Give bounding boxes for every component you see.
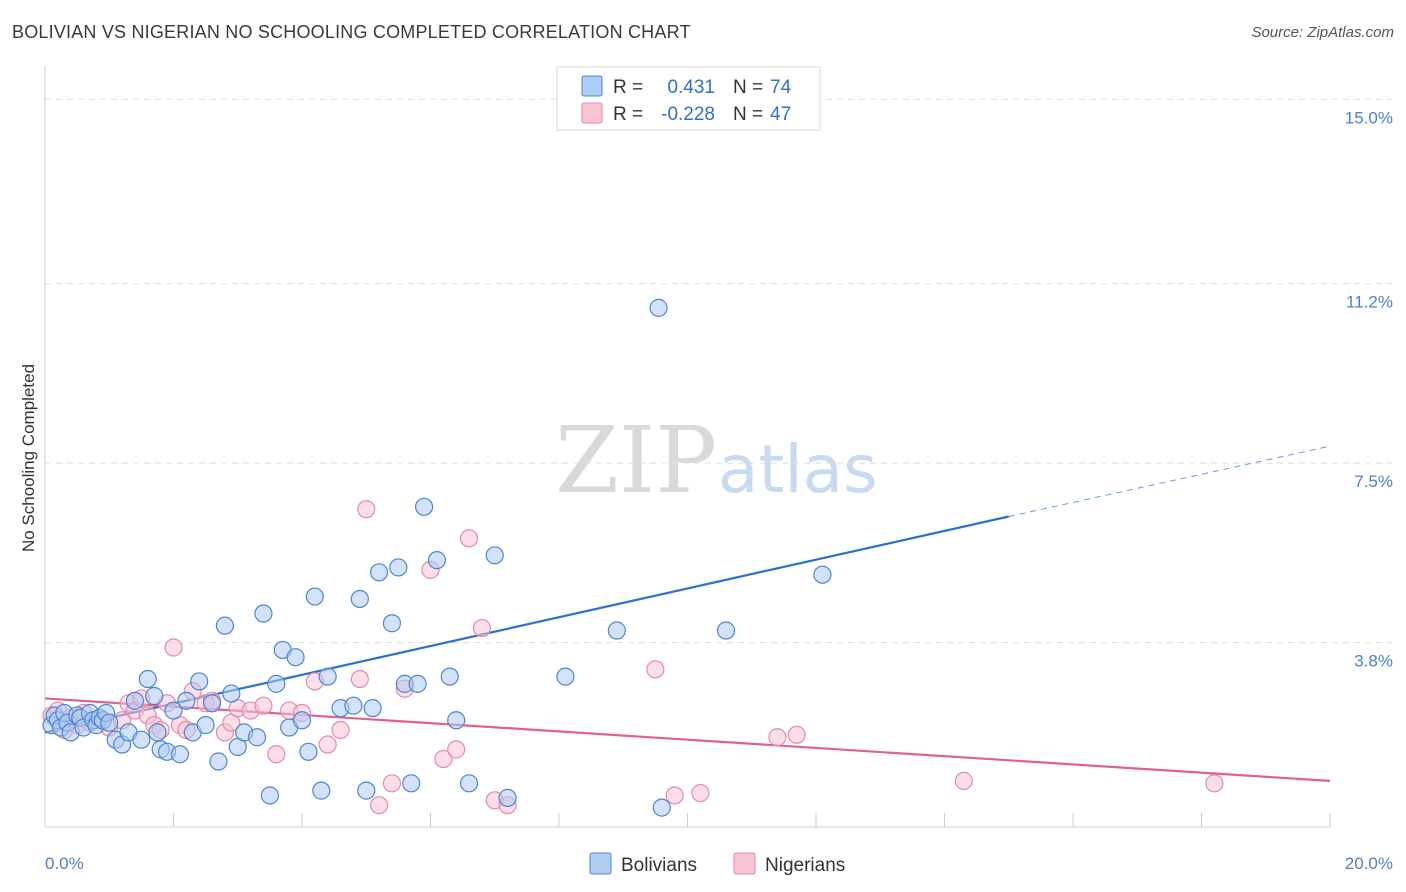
bolivian-point (170, 745, 190, 764)
bolivian-point (318, 667, 337, 686)
bolivian-point (292, 711, 312, 730)
legend-n-value-2: 47 (770, 104, 791, 125)
y-tick-label: 3.8% (1354, 652, 1393, 671)
bolivian-point (370, 563, 389, 582)
nigerian-point (665, 786, 684, 805)
nigerian-point (787, 725, 806, 744)
bolivian-point (299, 742, 318, 761)
watermark-atlas: atlas (718, 431, 878, 508)
gridlines (45, 98, 1392, 644)
nigerian-point (447, 740, 466, 759)
nigerian-point (370, 796, 389, 815)
bolivians-trend-extension (1008, 445, 1331, 517)
x-tick-label-max: 20.0% (1345, 854, 1393, 873)
bottom-legend-swatch-bolivians (589, 852, 612, 875)
bolivian-point (100, 713, 119, 732)
legend-n-value-1: 74 (770, 77, 792, 98)
y-axis-label: No Schooling Completed (19, 364, 38, 552)
legend-n-label-1: N = (733, 77, 763, 98)
nigerian-point (646, 660, 665, 679)
legend-r-label-1: R = (613, 77, 643, 98)
bolivian-point (408, 674, 427, 693)
nigerian-point (1205, 774, 1224, 793)
legend-r-label-2: R = (613, 104, 643, 125)
bolivian-point (148, 723, 167, 742)
legend-n-label-2: N = (733, 104, 763, 125)
bolivian-point (209, 752, 228, 771)
legend-swatch-nigerians (581, 102, 603, 124)
bolivian-point (286, 648, 305, 667)
bolivian-point (357, 781, 376, 800)
nigerian-point (434, 749, 453, 769)
nigerian-point (357, 500, 376, 519)
bottom-legend-nigerians: Nigerians (765, 855, 845, 876)
bolivian-point (350, 589, 369, 609)
bolivian-point (382, 614, 402, 633)
bolivian-point (440, 667, 459, 686)
nigerian-point (318, 735, 337, 754)
bolivian-point (254, 604, 273, 623)
bolivian-point (260, 786, 279, 805)
bolivian-point (402, 774, 421, 793)
bolivian-point (813, 565, 832, 584)
nigerian-point (350, 669, 369, 689)
bolivian-point (459, 774, 479, 793)
bolivian-point (267, 674, 286, 693)
axes: 3.8% 7.5% 11.2% 15.0% 0.0% 20.0% (44, 66, 1393, 873)
bolivian-point (125, 691, 145, 710)
nigerian-point (472, 618, 491, 638)
bolivian-point (132, 730, 151, 749)
bolivian-point (164, 701, 183, 720)
bolivian-point (202, 694, 222, 713)
bolivian-point (427, 551, 447, 570)
bolivian-point (190, 672, 209, 691)
bottom-legend-bolivians: Bolivians (621, 855, 697, 876)
nigerian-point (331, 720, 350, 740)
nigerian-point (164, 638, 183, 657)
bolivian-point (556, 667, 575, 686)
bolivian-point (138, 669, 157, 689)
legend-swatch-bolivians (581, 75, 603, 97)
legend-r-value-2: -0.228 (661, 104, 715, 125)
bolivian-point (305, 587, 324, 606)
nigerian-point (768, 728, 787, 747)
bolivian-point (414, 497, 434, 516)
bolivian-point (607, 621, 626, 640)
bolivian-point (485, 546, 504, 565)
chart-title: BOLIVIAN VS NIGERIAN NO SCHOOLING COMPLE… (12, 22, 691, 42)
bolivian-point (222, 684, 241, 703)
bolivian-point (389, 558, 408, 577)
watermark-zip: ZIP (555, 407, 717, 514)
source-label: Source: ZipAtlas.com (1251, 24, 1394, 41)
bolivian-point (344, 696, 363, 715)
bolivian-point (652, 798, 671, 817)
bolivian-point (177, 691, 196, 710)
nigerian-point (254, 696, 273, 715)
bolivian-point (498, 788, 517, 807)
nigerian-point (459, 529, 479, 548)
bolivian-point (447, 711, 466, 730)
nigerian-point (267, 745, 286, 764)
bolivian-point (247, 728, 267, 747)
bolivian-point (145, 686, 164, 706)
x-tick-label-min: 0.0% (45, 854, 84, 873)
bolivian-point (312, 781, 331, 800)
bolivians-points (42, 298, 832, 817)
bolivian-point (649, 298, 668, 317)
correlation-legend: R = 0.431 N = 74 R = -0.228 N = 47 (556, 66, 821, 131)
nigerian-point (382, 774, 402, 793)
y-tick-label: 15.0% (1345, 108, 1393, 127)
bolivian-point (363, 699, 382, 718)
nigerian-point (954, 771, 973, 791)
y-tick-label: 11.2% (1346, 293, 1393, 312)
series-legend: Bolivians Nigerians (589, 852, 845, 876)
nigerian-point (691, 783, 710, 803)
bolivian-point (196, 716, 215, 735)
y-tick-label: 7.5% (1354, 472, 1393, 491)
bolivian-point (716, 621, 736, 640)
bolivian-point (215, 616, 234, 635)
bottom-legend-swatch-nigerians (733, 852, 756, 875)
legend-r-value-1: 0.431 (667, 77, 715, 98)
